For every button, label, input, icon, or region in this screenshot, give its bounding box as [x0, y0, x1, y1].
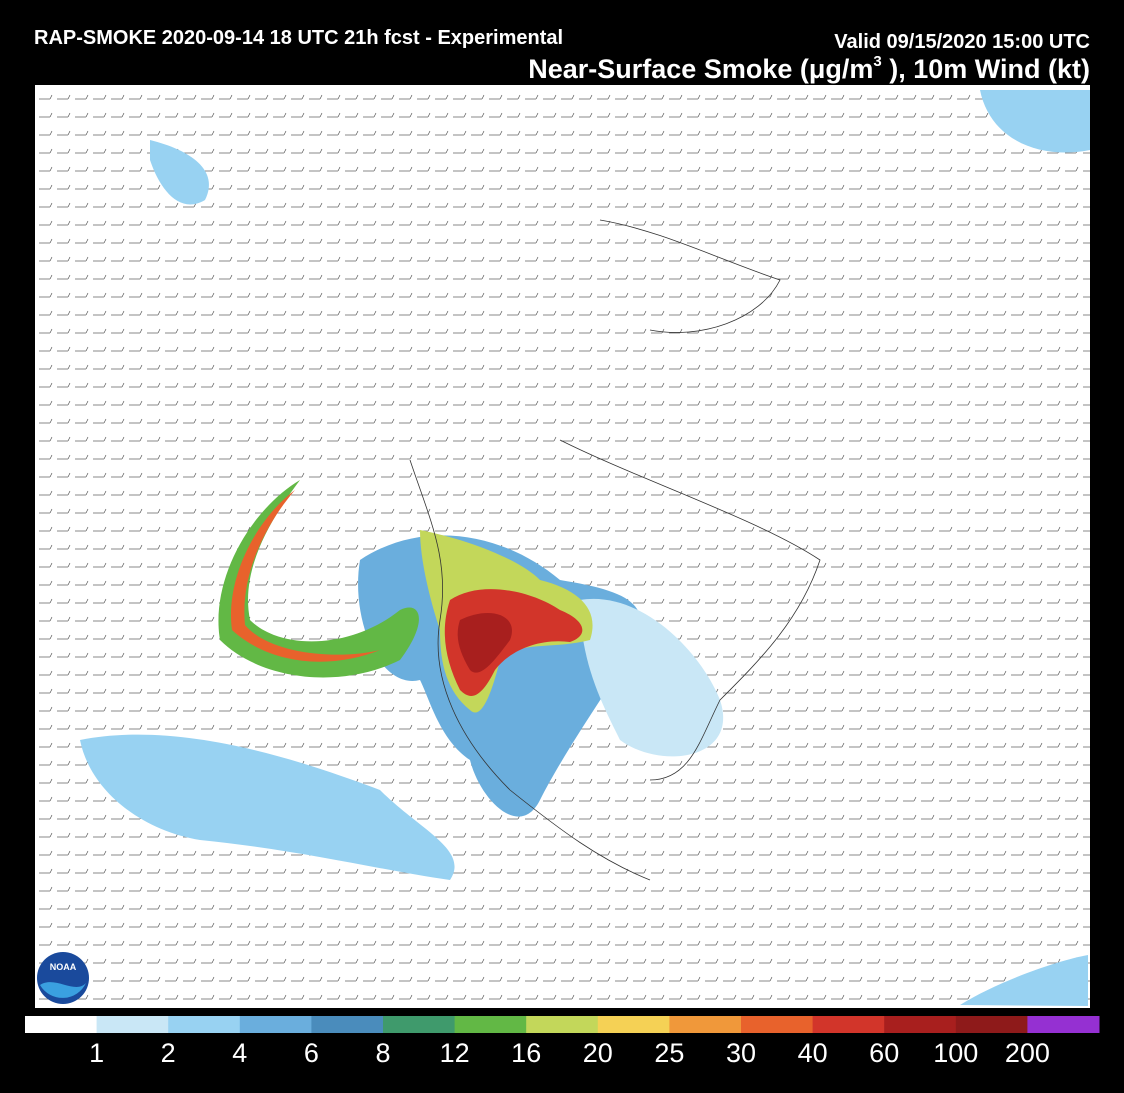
subtitle-part: Near-Surface Smoke ( — [528, 54, 809, 84]
coastline — [559, 439, 821, 781]
colorbar-box — [526, 1016, 599, 1033]
colorbar-box — [884, 1016, 957, 1033]
plume — [150, 140, 209, 205]
plume — [980, 90, 1090, 153]
plume — [218, 480, 419, 678]
plume — [457, 612, 512, 673]
colorbar-box — [311, 1016, 384, 1033]
colorbar-label: 1 — [89, 1038, 104, 1068]
colorbar-box — [741, 1016, 814, 1033]
colorbar: 1 2 4 6 8 12 16 20 25 30 40 60 100 200 — [25, 1016, 1100, 1068]
plume — [960, 955, 1088, 1006]
valid-time: Valid 09/15/2020 15:00 UTC — [834, 31, 1090, 53]
plume — [580, 598, 724, 757]
colorbar-box — [25, 1016, 98, 1033]
noaa-logo: NOAA — [37, 952, 89, 1004]
colorbar-box — [955, 1016, 1028, 1033]
colorbar-box — [168, 1016, 241, 1033]
colorbar-label: 200 — [1005, 1038, 1050, 1068]
colorbar-box — [1027, 1016, 1100, 1033]
colorbar-box — [239, 1016, 312, 1033]
colorbar-box — [812, 1016, 885, 1033]
colorbar-label: 20 — [583, 1038, 613, 1068]
wind-barbs — [35, 85, 1090, 1008]
subtitle-part: ), 10m Wind (kt) — [882, 54, 1090, 84]
plume — [80, 734, 455, 880]
colorbar-label: 2 — [161, 1038, 176, 1068]
colorbar-box — [597, 1016, 670, 1033]
subtitle-sup: 3 — [873, 53, 881, 70]
subtitle-unit: μg/m — [809, 54, 874, 84]
subtitle: Near-Surface Smoke (μg/m3 ), 10m Wind (k… — [528, 53, 1090, 84]
colorbar-label: 30 — [726, 1038, 756, 1068]
logo-wave — [40, 982, 86, 998]
logo-text: NOAA — [50, 962, 77, 972]
title: RAP-SMOKE 2020-09-14 18 UTC 21h fcst - E… — [34, 27, 563, 49]
colorbar-label: 8 — [375, 1038, 390, 1068]
smoke-plumes — [80, 90, 1090, 1006]
colorbar-label: 12 — [440, 1038, 470, 1068]
coastline — [409, 459, 651, 881]
colorbar-label: 60 — [869, 1038, 899, 1068]
colorbar-label: 40 — [798, 1038, 828, 1068]
colorbar-label: 6 — [304, 1038, 319, 1068]
colorbar-label: 16 — [511, 1038, 541, 1068]
colorbar-label: 4 — [232, 1038, 247, 1068]
colorbar-box — [96, 1016, 169, 1033]
colorbar-label: 100 — [933, 1038, 978, 1068]
colorbar-box — [669, 1016, 742, 1033]
colorbar-label: 25 — [654, 1038, 684, 1068]
colorbar-box — [454, 1016, 527, 1033]
coastlines — [409, 219, 821, 881]
colorbar-box — [383, 1016, 456, 1033]
coastline — [599, 219, 781, 333]
